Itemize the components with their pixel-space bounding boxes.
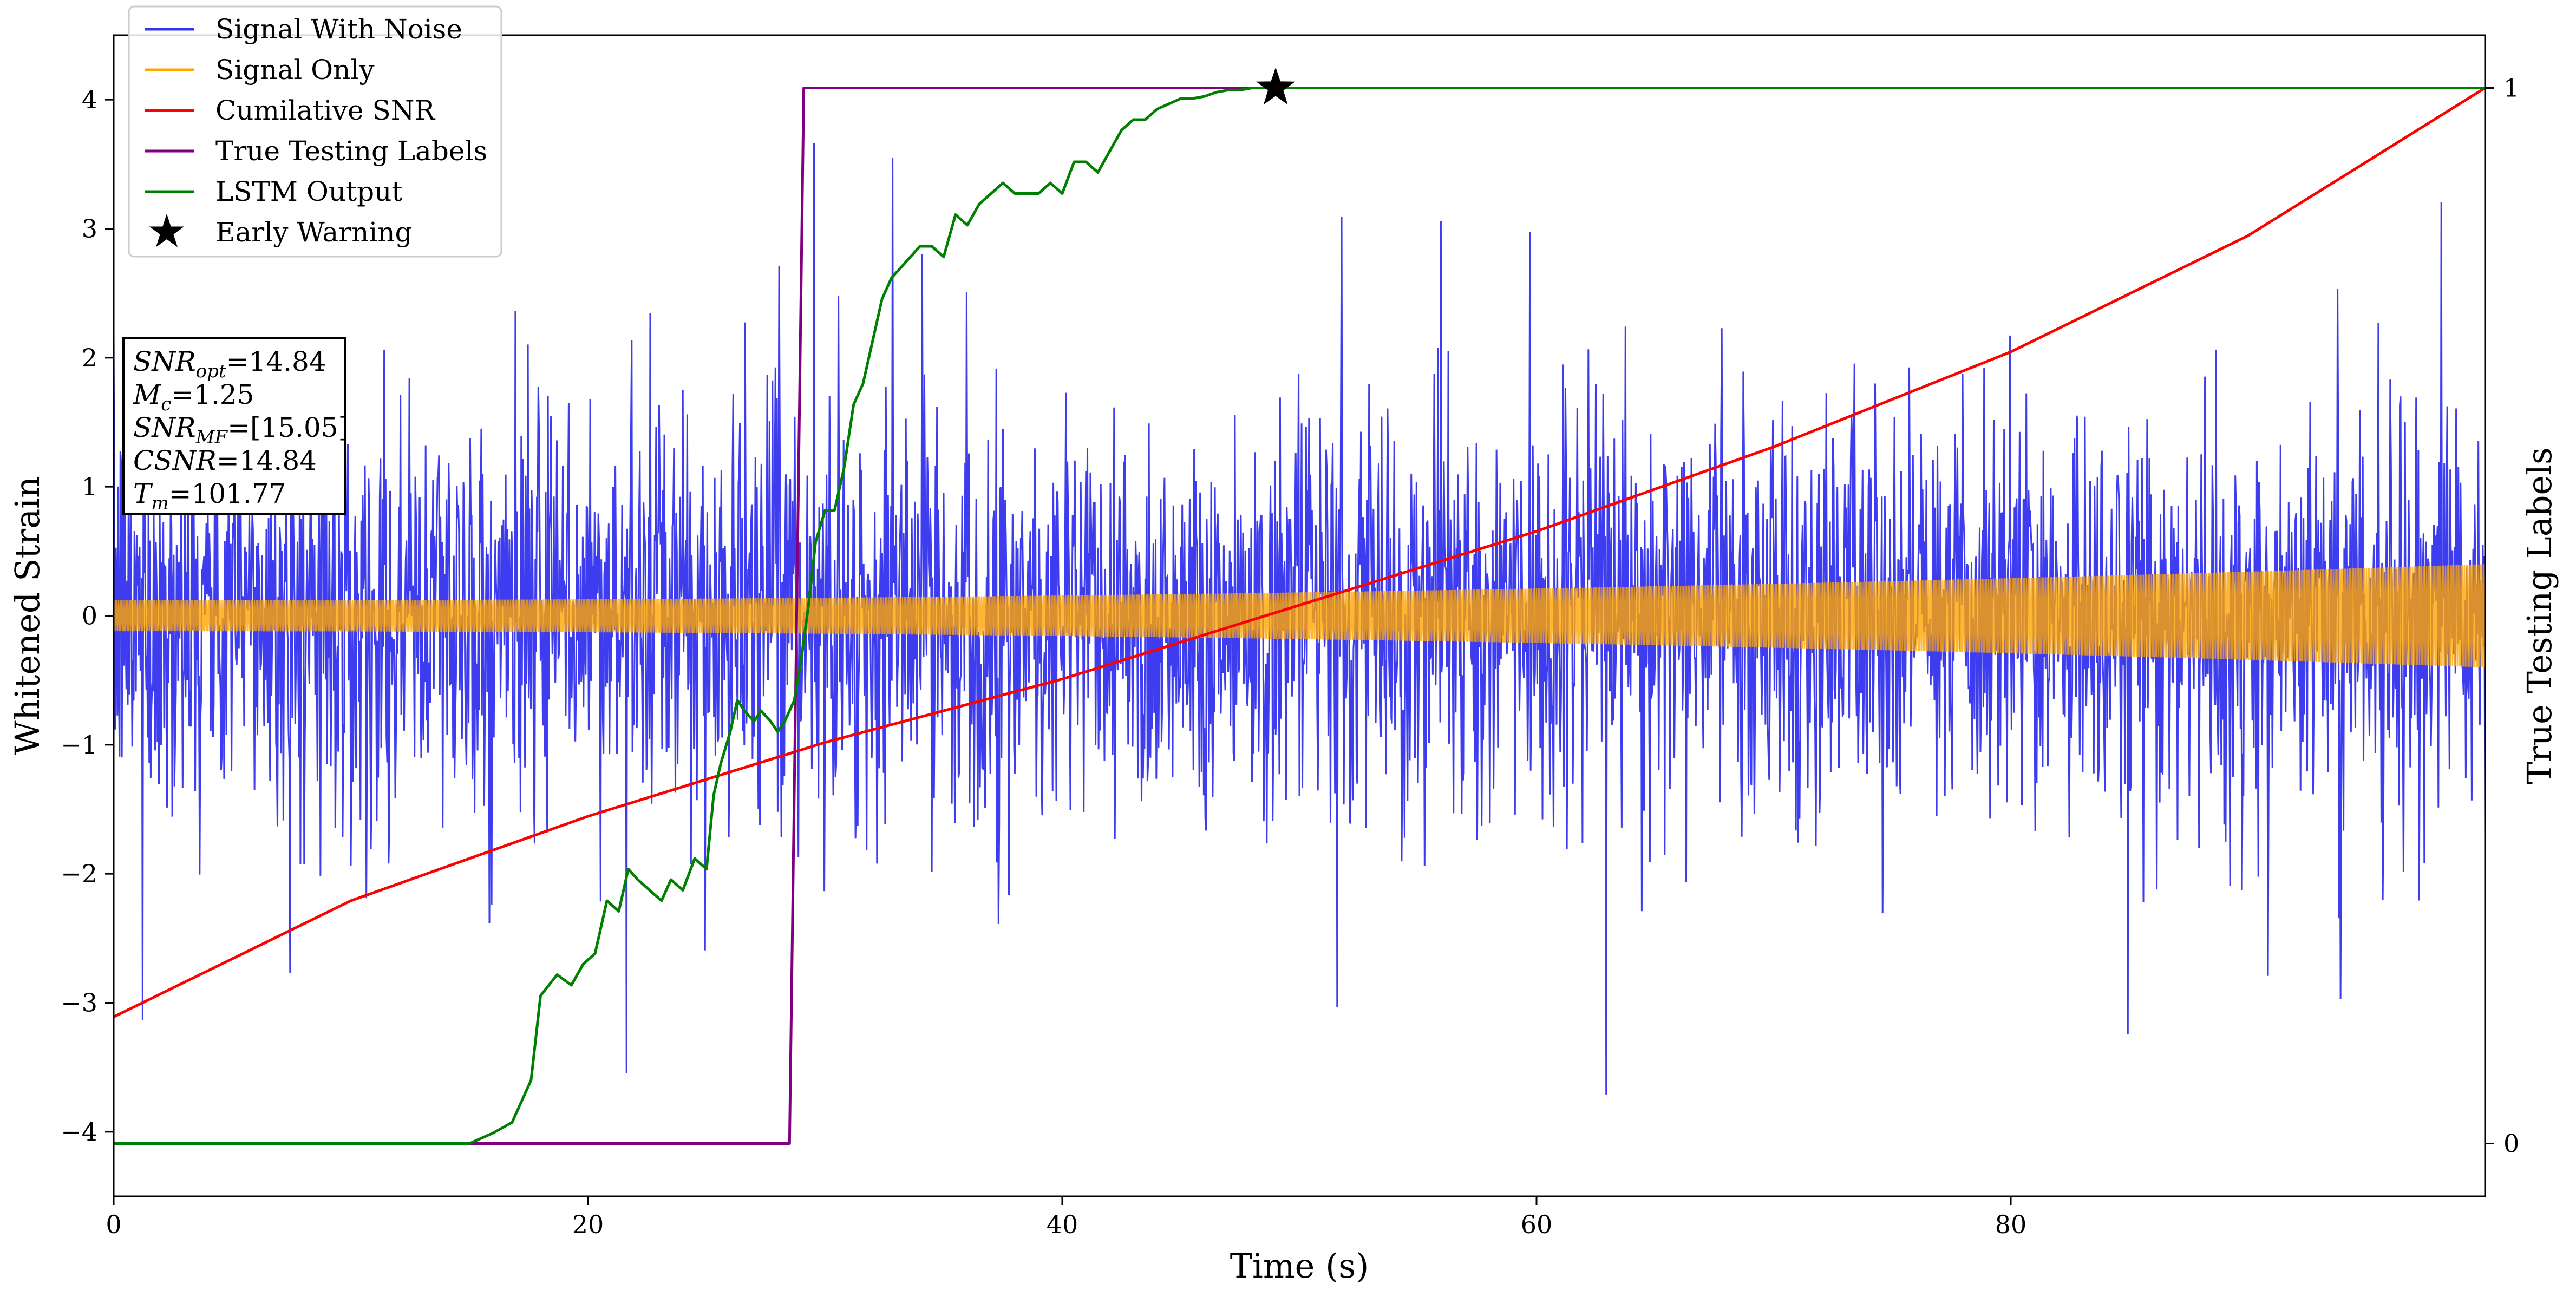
info-line: SNRopt=14.84 bbox=[133, 346, 326, 382]
x-axis-label: Time (s) bbox=[1230, 1246, 1369, 1286]
legend-entry-label: True Testing Labels bbox=[215, 135, 487, 167]
y-tick-label: 1 bbox=[82, 472, 97, 501]
y-tick-label: −2 bbox=[61, 859, 97, 888]
x-tick-label: 0 bbox=[106, 1210, 121, 1239]
series-lstm-output bbox=[114, 87, 2485, 1145]
y2-axis-label: True Testing Labels bbox=[2520, 447, 2559, 784]
legend-entry-label: Signal Only bbox=[215, 54, 375, 86]
y-axis-label: Whitened Strain bbox=[8, 476, 47, 755]
x-tick-label: 60 bbox=[1521, 1210, 1553, 1239]
y-tick-label: 3 bbox=[82, 214, 97, 244]
plot-clipped-group bbox=[114, 87, 2485, 1145]
y-tick-label: −1 bbox=[61, 730, 97, 759]
info-line: CSNR=14.84 bbox=[133, 445, 317, 476]
y-tick-label: 0 bbox=[82, 601, 97, 631]
legend: Signal With Noise Signal Only Cumilative S… bbox=[128, 5, 502, 258]
legend-entry-label: Early Warning bbox=[215, 217, 413, 248]
x-tick-label: 80 bbox=[1995, 1210, 2027, 1239]
plot-area bbox=[114, 67, 2485, 1145]
series-cumilative-snr bbox=[114, 87, 2485, 1018]
y-tick-label: 2 bbox=[82, 343, 97, 372]
y-tick-label: 4 bbox=[82, 85, 97, 114]
series-signal-with-noise bbox=[114, 142, 2485, 1095]
legend-box bbox=[128, 5, 502, 258]
info-box-frame bbox=[122, 337, 346, 515]
y-tick-label: −4 bbox=[61, 1117, 97, 1147]
info-line: Mc=1.25 bbox=[133, 379, 254, 415]
info-box: SNRopt=14.84Mc=1.25SNRMF=[15.05]CSNR=14.… bbox=[122, 337, 349, 515]
info-line: Tm=101.77 bbox=[133, 478, 286, 514]
y2-tick-label: 0 bbox=[2503, 1129, 2519, 1158]
x-tick-label: 20 bbox=[572, 1210, 604, 1239]
early-warning-marker bbox=[1256, 67, 1296, 105]
y2-tick-label: 1 bbox=[2503, 74, 2519, 103]
y-tick-label: −3 bbox=[61, 988, 97, 1018]
series-signal-only bbox=[114, 564, 2485, 667]
legend-entry-label: Cumilative SNR bbox=[215, 95, 435, 126]
info-line: SNRMF=[15.05] bbox=[133, 412, 349, 448]
legend-marker-star-icon bbox=[149, 214, 185, 247]
x-tick-label: 40 bbox=[1047, 1210, 1078, 1239]
legend-entry-label: Signal With Noise bbox=[215, 14, 462, 45]
legend-entry-label: LSTM Output bbox=[215, 176, 402, 207]
